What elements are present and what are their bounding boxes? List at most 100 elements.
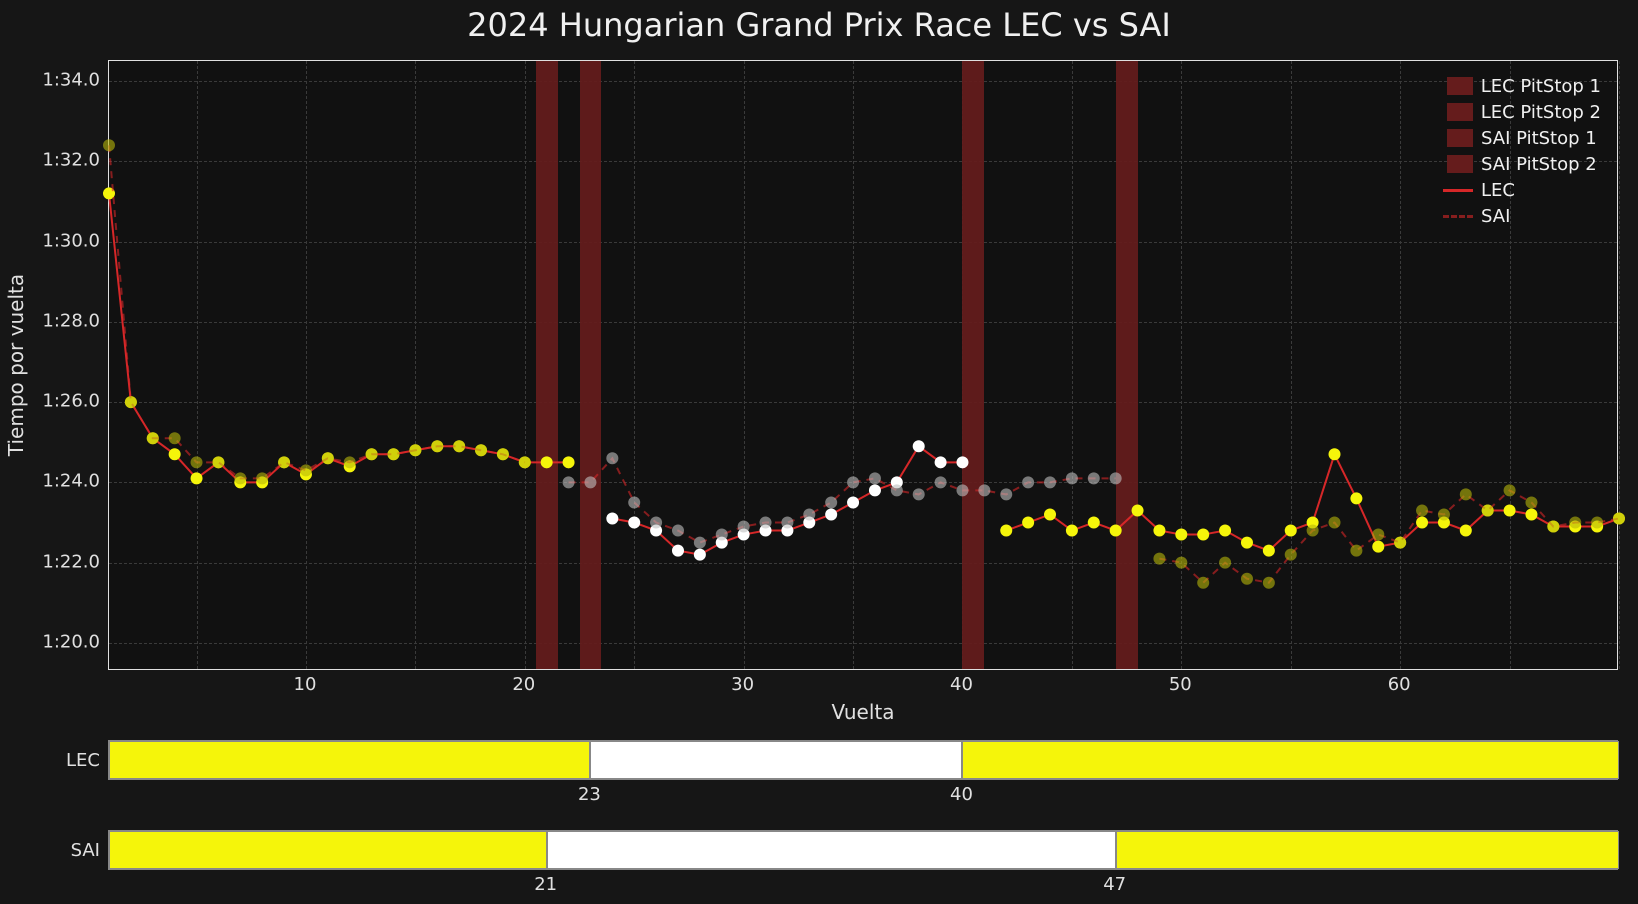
marker xyxy=(1044,476,1056,488)
x-tick-label: 30 xyxy=(731,674,754,695)
marker xyxy=(606,513,618,525)
marker xyxy=(935,476,947,488)
legend-swatch xyxy=(1447,129,1473,147)
marker xyxy=(519,456,531,468)
marker xyxy=(672,525,684,537)
stint-segment xyxy=(109,741,590,779)
marker xyxy=(1153,553,1165,565)
y-tick-label: 1:24.0 xyxy=(8,471,100,492)
chart-title: 2024 Hungarian Grand Prix Race LEC vs SA… xyxy=(0,6,1638,44)
stint-track xyxy=(108,740,1618,780)
y-axis-label: Tiempo por vuelta xyxy=(4,274,28,456)
marker xyxy=(1569,517,1581,529)
y-tick-label: 1:28.0 xyxy=(8,310,100,331)
x-tick-label: 50 xyxy=(1169,674,1192,695)
marker xyxy=(1285,549,1297,561)
marker xyxy=(1416,504,1428,516)
marker xyxy=(169,448,181,460)
marker xyxy=(212,456,224,468)
marker xyxy=(1372,529,1384,541)
marker xyxy=(803,508,815,520)
marker xyxy=(1438,508,1450,520)
legend-swatch xyxy=(1443,189,1473,192)
marker xyxy=(1110,525,1122,537)
marker xyxy=(913,488,925,500)
marker xyxy=(1547,521,1559,533)
marker xyxy=(628,496,640,508)
marker xyxy=(606,452,618,464)
marker xyxy=(191,456,203,468)
marker xyxy=(563,476,575,488)
marker xyxy=(1329,517,1341,529)
y-tick-label: 1:34.0 xyxy=(8,70,100,91)
legend-item: SAI PitStop 1 xyxy=(1443,125,1601,151)
marker xyxy=(125,396,137,408)
marker xyxy=(1591,517,1603,529)
legend-swatch xyxy=(1447,77,1473,95)
y-tick-label: 1:20.0 xyxy=(8,631,100,652)
legend: LEC PitStop 1LEC PitStop 2SAI PitStop 1S… xyxy=(1433,67,1611,235)
stint-break-label: 21 xyxy=(534,874,557,895)
marker xyxy=(1350,492,1362,504)
x-tick-label: 60 xyxy=(1388,674,1411,695)
marker xyxy=(256,472,268,484)
marker xyxy=(1285,525,1297,537)
marker xyxy=(1460,488,1472,500)
marker xyxy=(913,440,925,452)
legend-label: SAI PitStop 1 xyxy=(1481,128,1601,149)
grid-line-v xyxy=(1619,61,1620,669)
stint-break-label: 47 xyxy=(1103,874,1126,895)
legend-item: SAI PitStop 2 xyxy=(1443,151,1601,177)
marker xyxy=(1066,472,1078,484)
marker xyxy=(234,472,246,484)
y-tick-label: 1:22.0 xyxy=(8,551,100,572)
marker xyxy=(825,496,837,508)
plot-area: LEC PitStop 1LEC PitStop 2SAI PitStop 1S… xyxy=(108,60,1618,670)
marker xyxy=(672,545,684,557)
marker xyxy=(1153,525,1165,537)
legend-label: SAI PitStop 2 xyxy=(1481,154,1601,175)
x-tick-label: 10 xyxy=(294,674,317,695)
marker xyxy=(1000,525,1012,537)
marker xyxy=(1372,541,1384,553)
marker xyxy=(738,521,750,533)
figure: 2024 Hungarian Grand Prix Race LEC vs SA… xyxy=(0,0,1638,904)
marker xyxy=(1088,472,1100,484)
marker xyxy=(694,537,706,549)
marker xyxy=(1110,472,1122,484)
marker xyxy=(1241,573,1253,585)
legend-label: LEC PitStop 1 xyxy=(1481,76,1601,97)
stint-track xyxy=(108,830,1618,870)
marker xyxy=(1460,525,1472,537)
marker xyxy=(869,484,881,496)
marker xyxy=(956,484,968,496)
marker xyxy=(978,484,990,496)
marker xyxy=(847,496,859,508)
stint-segment xyxy=(547,831,1116,869)
series-line-lec xyxy=(109,193,1619,554)
stint-break-label: 40 xyxy=(950,784,973,805)
marker xyxy=(1000,488,1012,500)
marker xyxy=(1525,508,1537,520)
marker xyxy=(1241,537,1253,549)
marker xyxy=(1132,504,1144,516)
marker xyxy=(1219,557,1231,569)
marker xyxy=(1044,508,1056,520)
marker xyxy=(431,440,443,452)
x-tick-label: 40 xyxy=(950,674,973,695)
marker xyxy=(409,444,421,456)
y-tick-label: 1:30.0 xyxy=(8,230,100,251)
marker xyxy=(1525,496,1537,508)
marker xyxy=(935,456,947,468)
marker xyxy=(563,456,575,468)
legend-swatch xyxy=(1447,155,1473,173)
legend-item: SAI xyxy=(1443,203,1601,229)
marker xyxy=(191,472,203,484)
legend-label: SAI xyxy=(1481,206,1601,227)
marker xyxy=(584,476,596,488)
marker xyxy=(869,472,881,484)
marker xyxy=(103,139,115,151)
marker xyxy=(956,456,968,468)
marker xyxy=(1613,513,1625,525)
marker xyxy=(1066,525,1078,537)
